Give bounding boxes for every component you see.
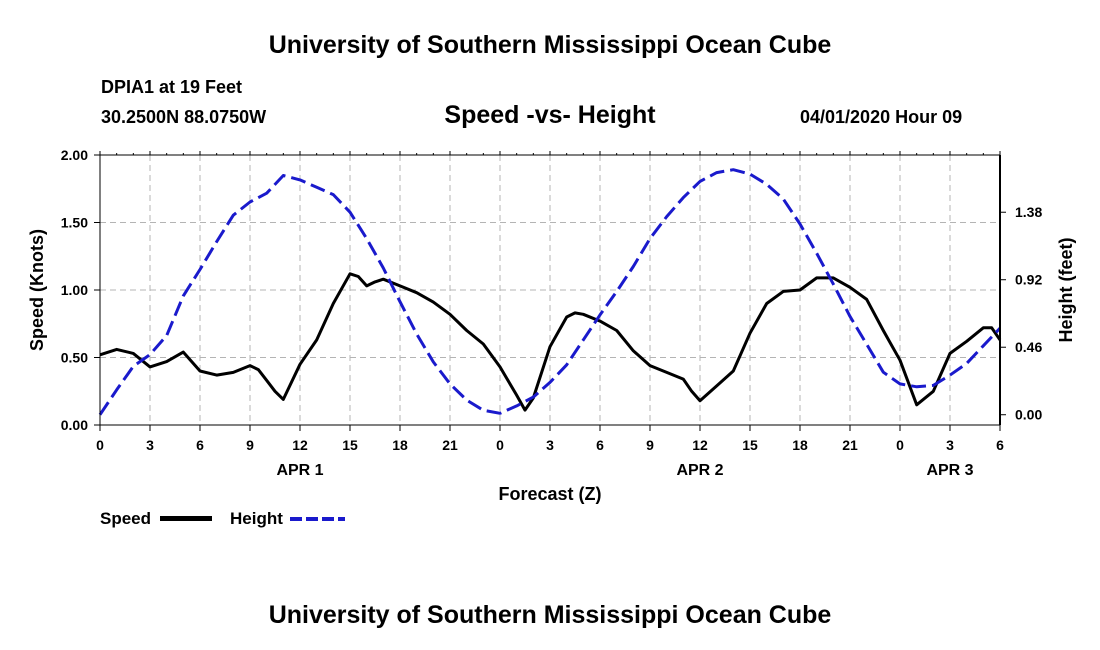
x-tick-label: 21 [842,437,858,453]
x-tick-label: 3 [146,437,154,453]
x-tick-label: 9 [646,437,654,453]
y-tick-label: 2.00 [61,147,88,163]
x-tick-label: 6 [996,437,1004,453]
y-tick-label: 0.50 [61,350,88,366]
x-tick-label: 21 [442,437,458,453]
x-tick-label: 12 [292,437,308,453]
date-label: APR 2 [676,462,723,479]
x-tick-label: 12 [692,437,708,453]
x-tick-label: 0 [496,437,504,453]
y-axis-title: Speed (Knots) [27,229,47,351]
x-tick-label: 18 [792,437,808,453]
y2-tick-label: 1.38 [1015,204,1042,220]
footer-title: University of Southern Mississippi Ocean… [268,601,832,629]
chart-title: Speed -vs- Height [444,101,656,129]
x-tick-label: 0 [896,437,904,453]
page-title: University of Southern Mississippi Ocean… [268,31,832,59]
y-tick-label: 1.00 [61,282,88,298]
y-tick-label: 1.50 [61,215,88,231]
x-tick-label: 6 [596,437,604,453]
x-tick-label: 6 [196,437,204,453]
forecast-datetime: 04/01/2020 Hour 09 [800,107,963,127]
x-tick-label: 9 [246,437,254,453]
y2-tick-label: 0.92 [1015,272,1042,288]
x-tick-label: 15 [742,437,758,453]
x-tick-label: 0 [96,437,104,453]
coordinates-label: 30.2500N 88.0750W [101,107,267,127]
x-axis-title: Forecast (Z) [498,484,601,504]
legend-height-swatch [290,517,345,521]
x-tick-label: 18 [392,437,408,453]
date-label: APR 3 [926,462,973,479]
date-label: APR 1 [276,462,323,479]
x-tick-label: 3 [546,437,554,453]
legend-speed-label: Speed [100,509,152,528]
x-tick-label: 15 [342,437,358,453]
y2-tick-label: 0.00 [1015,407,1042,423]
station-label: DPIA1 at 19 Feet [101,77,243,97]
legend-speed-swatch [160,516,212,521]
height-series-line [98,168,1002,416]
legend-height-label: Height [230,509,283,528]
y2-tick-label: 0.46 [1015,339,1042,355]
y2-axis-title: Height (feet) [1056,238,1076,343]
y-tick-label: 0.00 [61,417,88,433]
x-tick-label: 3 [946,437,954,453]
